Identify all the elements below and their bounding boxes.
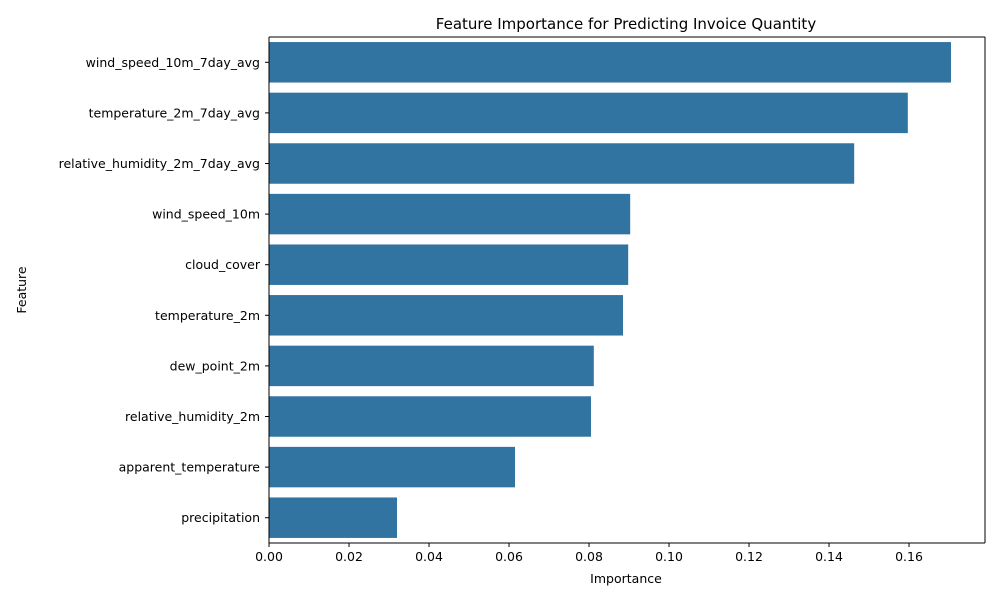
x-tick-label: 0.08	[575, 549, 603, 564]
y-tick-label: relative_humidity_2m_7day_avg	[59, 156, 260, 171]
y-tick-label: precipitation	[181, 510, 260, 525]
y-tick-label: relative_humidity_2m	[125, 409, 260, 424]
bar-wind-speed-10m	[269, 193, 631, 235]
y-tick-label: dew_point_2m	[170, 358, 260, 373]
y-tick-label: temperature_2m	[155, 308, 260, 323]
x-tick-label: 0.14	[815, 549, 843, 564]
bar-precipitation	[269, 497, 397, 538]
bar-temperature-2m-7day-avg	[269, 92, 908, 134]
x-tick-label: 0.06	[495, 549, 523, 564]
bar-relative-humidity-2m-7day-avg	[269, 143, 855, 184]
y-axis-ticks: wind_speed_10m_7day_avg temperature_2m_7d…	[59, 55, 269, 525]
bar-apparent-temperature	[269, 446, 515, 488]
x-axis-ticks: 0.00 0.02 0.04 0.06 0.08 0.10 0.12 0.14 0.16	[255, 543, 923, 564]
x-tick-label: 0.12	[735, 549, 763, 564]
y-tick-label: cloud_cover	[185, 257, 261, 272]
y-tick-label: temperature_2m_7day_avg	[89, 105, 260, 120]
bar-relative-humidity-2m	[269, 396, 591, 437]
bar-dew-point-2m	[269, 345, 594, 387]
y-axis-label: Feature	[14, 266, 29, 314]
y-tick-label: wind_speed_10m_7day_avg	[86, 55, 260, 70]
chart-title: Feature Importance for Predicting Invoic…	[436, 15, 817, 33]
x-tick-label: 0.02	[335, 549, 363, 564]
bars-group	[269, 42, 951, 538]
y-tick-label: apparent_temperature	[119, 460, 261, 475]
x-tick-label: 0.16	[895, 549, 923, 564]
bar-temperature-2m	[269, 295, 623, 336]
bar-wind-speed-10m-7day-avg	[269, 42, 951, 83]
x-tick-label: 0.10	[655, 549, 683, 564]
x-axis-label: Importance	[590, 571, 662, 586]
bar-cloud-cover	[269, 244, 629, 285]
y-tick-label: wind_speed_10m	[152, 207, 260, 222]
x-tick-label: 0.04	[415, 549, 443, 564]
x-tick-label: 0.00	[255, 549, 283, 564]
